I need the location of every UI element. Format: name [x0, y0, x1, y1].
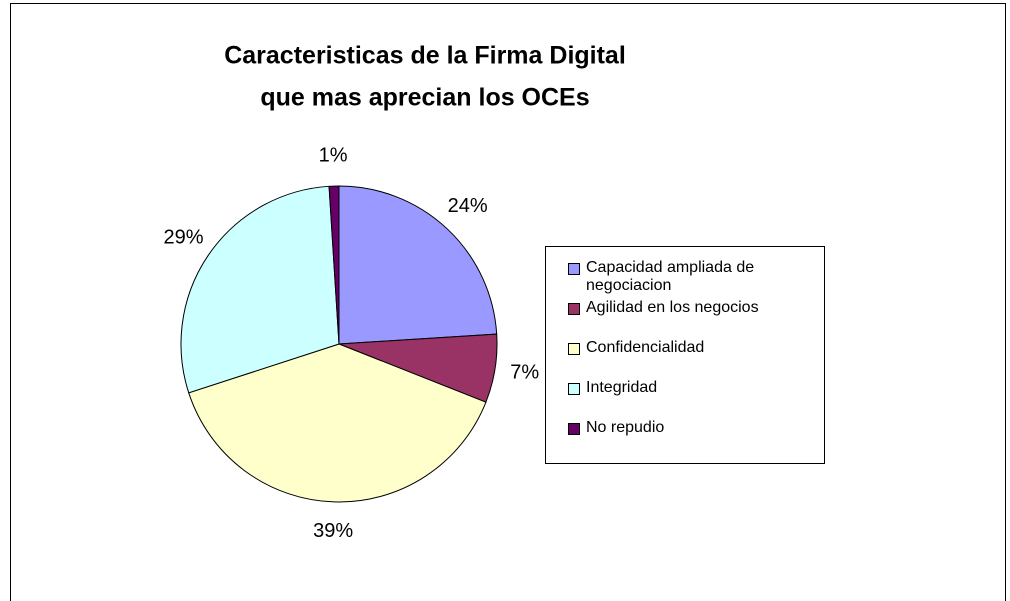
data-label: 1% [319, 144, 348, 166]
legend-item: Confidencialidad [568, 339, 814, 379]
legend-label: Agilidad en los negocios [586, 299, 759, 316]
data-label: 7% [510, 362, 539, 384]
legend-item: Agilidad en los negocios [568, 299, 814, 339]
chart-frame [10, 3, 1006, 601]
legend-item: Integridad [568, 379, 814, 419]
data-label: 29% [163, 227, 203, 249]
legend-label: Confidencialidad [586, 339, 705, 356]
legend-swatch [568, 343, 580, 355]
legend-label: Integridad [586, 379, 658, 396]
legend-swatch [568, 423, 580, 435]
legend-label: No repudio [586, 419, 665, 436]
pie-slice [180, 185, 340, 394]
chart-title: Caracteristicas de la Firma Digital [224, 42, 626, 70]
chart-title: que mas aprecian los OCEs [260, 84, 589, 112]
legend-item: No repudio [568, 419, 814, 459]
data-label: 24% [448, 195, 488, 217]
legend-swatch [568, 263, 580, 275]
pie-slice [328, 185, 340, 345]
legend-item: Capacidad ampliada de negociacion [568, 259, 814, 299]
pie-slice [338, 185, 498, 345]
legend-swatch [568, 383, 580, 395]
legend-label: Capacidad ampliada de negociacion [586, 259, 755, 294]
pie-slice [188, 343, 487, 503]
data-label: 39% [313, 520, 353, 542]
legend: Capacidad ampliada de negociacion Agilida… [545, 246, 825, 464]
legend-swatch [568, 303, 580, 315]
